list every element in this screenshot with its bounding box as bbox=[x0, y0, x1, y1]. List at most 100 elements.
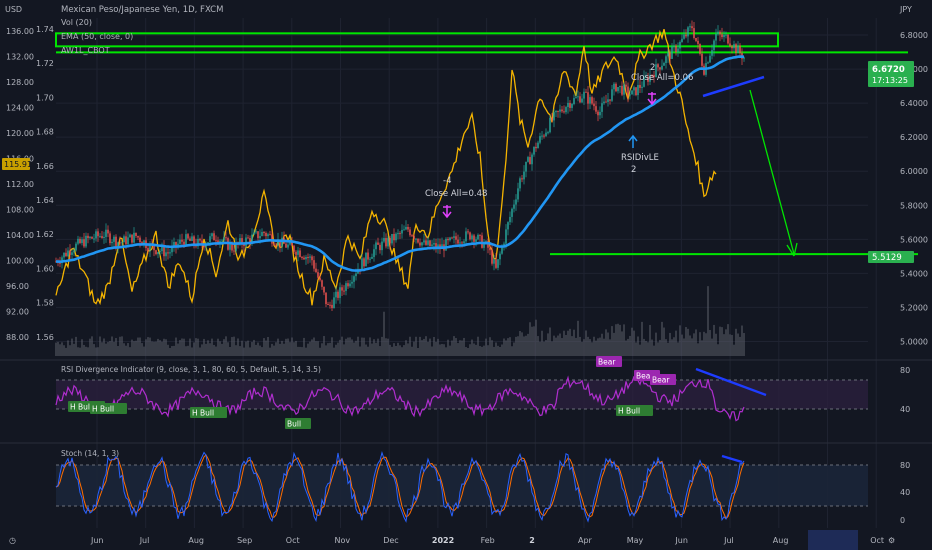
candle-body bbox=[213, 233, 215, 241]
candle-body bbox=[581, 98, 583, 103]
volume-bar bbox=[449, 345, 451, 356]
candle-body bbox=[685, 34, 687, 37]
volume-bar bbox=[413, 341, 415, 356]
volume-bar bbox=[733, 344, 735, 356]
indicator-comparison: AW1L_CBOT bbox=[61, 46, 110, 55]
candle-body bbox=[149, 243, 151, 251]
exit-arrow-2 bbox=[647, 92, 657, 106]
volume-bar bbox=[277, 338, 279, 356]
volume-bar bbox=[605, 329, 607, 356]
rsi-band bbox=[56, 380, 868, 409]
candle-body bbox=[341, 287, 343, 291]
volume-bar bbox=[599, 337, 601, 356]
volume-bar bbox=[577, 320, 579, 356]
candle-body bbox=[655, 64, 657, 78]
rsi-bear-text: Bear bbox=[598, 358, 616, 367]
volume-bar bbox=[385, 338, 387, 356]
candle-body bbox=[481, 235, 483, 248]
volume-bar bbox=[513, 342, 515, 356]
candle-body bbox=[183, 241, 185, 245]
projection-arrow-shaft[interactable] bbox=[749, 89, 795, 255]
candle-body bbox=[339, 287, 341, 298]
candle-body bbox=[499, 253, 501, 260]
candle-body bbox=[159, 251, 161, 253]
volume-bar bbox=[567, 330, 569, 356]
volume-bar bbox=[651, 339, 653, 356]
volume-bar bbox=[155, 341, 157, 356]
candle-body bbox=[99, 236, 101, 238]
candle-body bbox=[83, 239, 85, 247]
volume-bar bbox=[741, 325, 743, 356]
candle-body bbox=[601, 103, 603, 112]
volume-bar bbox=[351, 339, 353, 356]
candle-body bbox=[369, 258, 371, 260]
volume-bar bbox=[109, 341, 111, 356]
goto-date-icon[interactable]: ◷ bbox=[9, 536, 16, 545]
volume-bar bbox=[541, 330, 543, 356]
candle-body bbox=[429, 240, 431, 246]
volume-bar bbox=[727, 324, 729, 356]
resistance-zone[interactable] bbox=[55, 32, 779, 48]
volume-bar bbox=[301, 347, 303, 356]
stoch-trendline[interactable] bbox=[721, 454, 743, 464]
volume-bar bbox=[303, 337, 305, 356]
candle-body bbox=[571, 103, 573, 108]
candle-body bbox=[107, 229, 109, 234]
candle-body bbox=[229, 243, 231, 250]
volume-bar bbox=[639, 344, 641, 356]
volume-bar bbox=[675, 330, 677, 356]
candle-body bbox=[257, 231, 259, 239]
candle-body bbox=[335, 291, 337, 298]
volume-bar bbox=[571, 336, 573, 356]
candle-body bbox=[575, 97, 577, 99]
candle-body bbox=[629, 94, 631, 96]
candle-body bbox=[391, 233, 393, 244]
candle-body bbox=[597, 111, 599, 116]
candle-body bbox=[295, 251, 297, 255]
volume-bar bbox=[707, 286, 709, 356]
rsi-trendline[interactable] bbox=[695, 367, 767, 397]
candle-body bbox=[595, 106, 597, 112]
candle-body bbox=[193, 236, 195, 244]
volume-bar bbox=[453, 336, 455, 356]
indicator-ema: EMA (50, close, 0) bbox=[61, 32, 133, 41]
volume-bar bbox=[725, 329, 727, 356]
volume-bar bbox=[183, 338, 185, 356]
candle-body bbox=[639, 85, 641, 88]
candle-body bbox=[583, 91, 585, 99]
volume-bar bbox=[397, 342, 399, 356]
volume-bar bbox=[611, 326, 613, 356]
volume-bar bbox=[721, 327, 723, 356]
volume-bar bbox=[685, 327, 687, 356]
candle-body bbox=[115, 236, 117, 247]
candle-body bbox=[253, 232, 255, 235]
candle-body bbox=[665, 56, 667, 64]
volume-bar bbox=[323, 336, 325, 356]
volume-bar bbox=[89, 338, 91, 356]
candle-body bbox=[433, 243, 435, 245]
candle-body bbox=[489, 247, 491, 251]
candle-body bbox=[389, 237, 391, 244]
candle-body bbox=[161, 246, 163, 252]
volume-bar bbox=[389, 344, 391, 356]
candle-body bbox=[113, 236, 115, 242]
candle-body bbox=[505, 229, 507, 244]
volume-bar bbox=[181, 338, 183, 356]
volume-bar bbox=[641, 321, 643, 356]
log-scale-icon[interactable]: ⚙ bbox=[888, 536, 895, 545]
candle-body bbox=[211, 233, 213, 237]
strategy-number-2: 2 bbox=[650, 63, 655, 73]
candle-body bbox=[405, 226, 407, 230]
candle-body bbox=[473, 235, 475, 242]
time-axis-tick: 2022 bbox=[432, 536, 454, 545]
volume-bar bbox=[643, 338, 645, 356]
volume-bar bbox=[661, 321, 663, 356]
candle-body bbox=[221, 240, 223, 242]
volume-bar bbox=[215, 346, 217, 356]
candle-body bbox=[449, 237, 451, 241]
blue-trendline[interactable] bbox=[702, 75, 765, 98]
volume-bar bbox=[485, 338, 487, 356]
volume-bar bbox=[55, 342, 57, 356]
volume-bar bbox=[617, 323, 619, 356]
